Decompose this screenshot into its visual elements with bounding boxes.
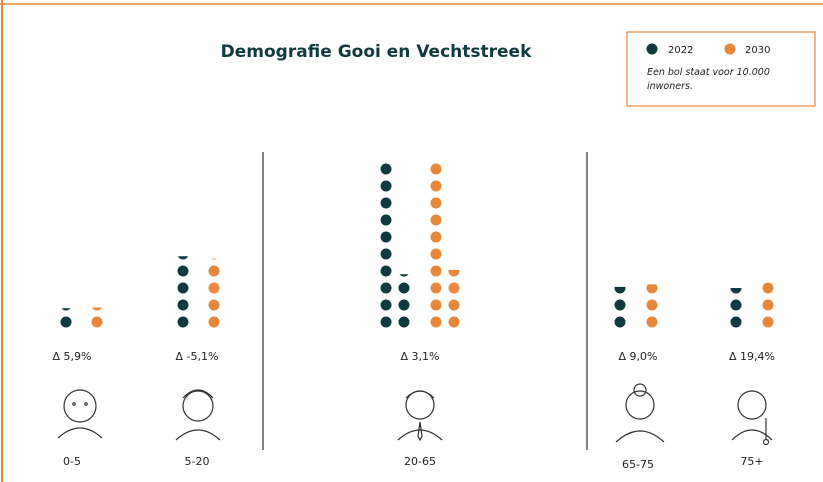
category-label: 75+ [740,455,763,468]
dot [614,286,626,294]
dot [208,265,220,277]
dot [614,316,626,328]
category-label: 0-5 [63,455,81,468]
dot [208,282,220,294]
legend-swatch [724,43,736,55]
dot [380,265,392,277]
dot [380,231,392,243]
dot [92,307,102,311]
category-label: 5-20 [185,455,210,468]
dot [380,248,392,260]
legend-note: Een bol staat voor 10.000 inwoners. [647,67,770,92]
delta-label: Δ 3,1% [401,350,440,363]
dot [646,284,658,294]
legend-box [626,31,816,107]
dot [448,299,460,311]
dot [762,282,774,294]
dot [614,299,626,311]
dot [430,214,442,226]
dot [60,316,72,328]
icon-baby [57,389,103,439]
dot [177,282,189,294]
dot [430,197,442,209]
dot [380,197,392,209]
dot [398,282,410,294]
delta-label: Δ 19,4% [729,350,775,363]
dot [380,163,392,175]
dot [430,282,442,294]
legend-label: 2030 [745,45,770,56]
dot [177,299,189,311]
icon-adult [397,390,443,442]
dot [430,248,442,260]
chart-title: Demografie Gooi en Vechtstreek [221,42,532,62]
dot [177,316,189,328]
dot [448,269,460,277]
icon-child [175,389,221,441]
dot [430,231,442,243]
dot [430,265,442,277]
dot [430,163,442,175]
category-label: 20-65 [404,455,436,468]
dot [448,316,460,328]
dot [399,274,409,277]
dot [646,316,658,328]
dot [61,308,71,311]
dot [380,282,392,294]
legend-swatch [646,43,658,55]
icon-senior [615,383,665,443]
dot [208,299,220,311]
dot [380,316,392,328]
dot [211,258,217,260]
dot [430,299,442,311]
dot [177,256,189,260]
dot [177,265,189,277]
delta-label: Δ -5,1% [176,350,219,363]
dot [730,288,742,294]
delta-label: Δ 5,9% [53,350,92,363]
dot [380,180,392,192]
category-label: 65-75 [622,458,654,471]
dot [380,214,392,226]
dot [398,299,410,311]
dot [448,282,460,294]
legend-label: 2022 [668,45,693,56]
dot [646,299,658,311]
dot [730,316,742,328]
dot [398,316,410,328]
dot [762,299,774,311]
dot [762,316,774,328]
icon-elderly [731,390,773,446]
dot [430,180,442,192]
dot [91,316,103,328]
legend-note-box: Een bol staat voor 10.000 inwoners. [647,67,770,92]
delta-label: Δ 9,0% [619,350,658,363]
dot [380,299,392,311]
dot [730,299,742,311]
dot [208,316,220,328]
dot [430,316,442,328]
